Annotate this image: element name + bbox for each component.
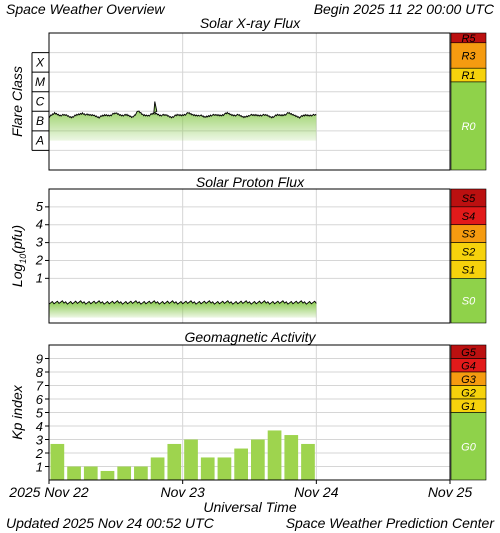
kp-bar	[134, 466, 148, 480]
scale-band-s0	[450, 278, 487, 324]
proton-flux-line	[48, 300, 317, 305]
kp-bar	[150, 457, 165, 480]
header-title: Space Weather Overview	[6, 1, 165, 17]
x-axis-tick-label: Nov 25	[428, 484, 473, 500]
xray-flux-area	[49, 101, 317, 141]
kp-tick-label: 4	[36, 419, 43, 434]
kp-bar	[284, 435, 299, 480]
scale-label-s2: S2	[462, 247, 475, 259]
x-axis-label: Universal Time	[203, 499, 296, 515]
scale-label-s3: S3	[462, 229, 476, 241]
kp-y-axis-label: Kp index	[9, 384, 25, 439]
footer-updated: Updated 2025 Nov 24 00:52 UTC	[6, 515, 214, 531]
xray-panel-frame	[48, 32, 451, 171]
scale-label-r5: R5	[461, 33, 476, 45]
kp-panel-frame	[48, 344, 451, 481]
proton-panel-frame	[48, 188, 451, 324]
scale-band-r3	[450, 42, 487, 69]
scale-label-g0: G0	[461, 441, 477, 453]
scale-band-r0	[450, 81, 487, 171]
scale-label-g2: G2	[461, 387, 476, 399]
scale-label-r0: R0	[461, 121, 476, 133]
footer-source: Space Weather Prediction Center	[285, 515, 494, 531]
proton-y-axis-label: Log10(pfu)	[9, 225, 28, 287]
flare-class-a: A	[35, 134, 44, 148]
kp-bar	[50, 443, 65, 480]
kp-bar	[184, 439, 198, 480]
kp-bar	[117, 466, 132, 480]
panel-2-gridlines	[182, 189, 317, 323]
proton-tick-label: 2	[35, 252, 44, 267]
flare-class-b: B	[36, 114, 44, 128]
scale-band-g0	[450, 412, 487, 481]
kp-bar	[251, 439, 265, 480]
xray-flux-line	[48, 101, 317, 119]
kp-tick-label: 2	[35, 446, 44, 461]
kp-bar	[67, 466, 81, 480]
flare-class-x: X	[35, 55, 45, 69]
kp-tick-label: 7	[36, 379, 44, 394]
flare-class-c: C	[36, 95, 45, 109]
flare-class-m: M	[35, 75, 45, 89]
kp-tick-label: 5	[36, 406, 44, 421]
proton-tick-label: 5	[36, 199, 44, 214]
kp-panel-title: Geomagnetic Activity	[185, 329, 317, 345]
kp-bar	[200, 457, 215, 480]
scale-label-g1: G1	[461, 401, 476, 413]
kp-tick-label: 8	[36, 365, 44, 380]
scale-label-r3: R3	[461, 51, 476, 63]
proton-tick-label: 4	[36, 217, 43, 232]
x-axis-tick-label: Nov 23	[160, 484, 205, 500]
scale-label-g5: G5	[461, 347, 477, 359]
scale-label-s4: S4	[462, 211, 475, 223]
scale-label-s0: S0	[462, 296, 476, 308]
proton-flux-area	[49, 300, 317, 318]
scale-label-s5: S5	[462, 193, 476, 205]
scale-label-s1: S1	[462, 264, 475, 276]
kp-bar	[234, 448, 248, 480]
panel-1-gridlines	[182, 33, 317, 170]
kp-bar	[217, 457, 232, 480]
x-axis-tick-label: 2025 Nov 22	[8, 484, 89, 500]
scale-label-r1: R1	[461, 70, 475, 82]
proton-panel-title: Solar Proton Flux	[196, 174, 305, 190]
kp-tick-label: 9	[36, 352, 43, 367]
scale-label-g3: G3	[461, 374, 477, 386]
xray-panel-title: Solar X-ray Flux	[200, 15, 301, 31]
proton-tick-label: 1	[36, 270, 43, 285]
header-begin-time: Begin 2025 11 22 00:00 UTC	[313, 1, 494, 17]
kp-bar	[167, 443, 182, 480]
kp-tick-label: 6	[36, 392, 44, 407]
kp-bar	[83, 466, 98, 480]
kp-bar	[301, 443, 315, 480]
proton-tick-label: 3	[36, 235, 44, 250]
kp-tick-label: 1	[36, 460, 43, 475]
kp-bar	[100, 470, 115, 480]
x-axis-tick-label: Nov 24	[294, 484, 339, 500]
xray-y-axis-label: Flare Class	[9, 66, 25, 137]
scale-label-g4: G4	[461, 360, 476, 372]
kp-bar	[267, 430, 282, 480]
kp-tick-label: 3	[36, 433, 44, 448]
